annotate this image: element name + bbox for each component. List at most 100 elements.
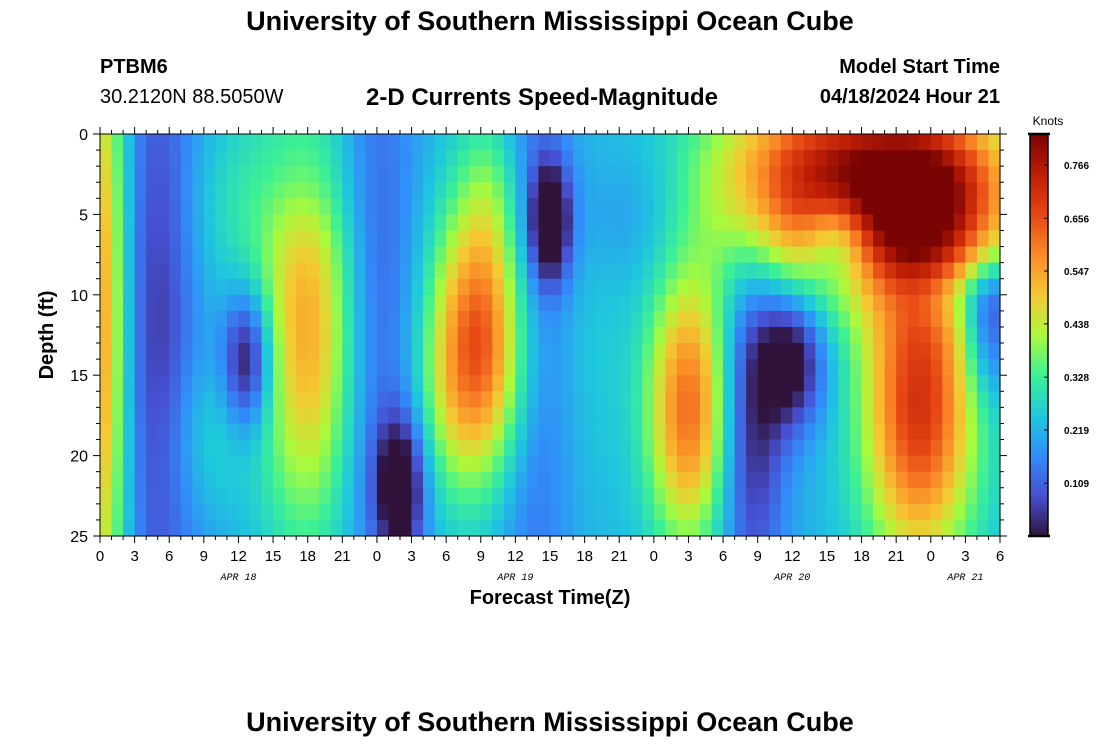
heatmap-cell xyxy=(653,455,666,473)
heatmap-cell xyxy=(953,487,966,505)
heatmap-cell xyxy=(480,423,493,441)
heatmap-cell xyxy=(388,150,401,167)
heatmap-cell xyxy=(711,439,724,457)
heatmap-cell xyxy=(492,294,505,312)
heatmap-cell xyxy=(561,326,574,344)
heatmap-cell xyxy=(180,182,193,199)
heatmap-cell xyxy=(526,182,540,199)
x-tick-label: 18 xyxy=(853,548,870,565)
heatmap-cell xyxy=(596,246,609,264)
heatmap-cell xyxy=(284,198,297,215)
heatmap-cell xyxy=(930,134,943,151)
heatmap-cell xyxy=(861,150,874,167)
heatmap-cell xyxy=(873,359,886,376)
heatmap-cell xyxy=(711,278,724,296)
heatmap-cell xyxy=(342,487,355,505)
colorbar-segment xyxy=(1030,314,1048,320)
colorbar-segment xyxy=(1030,447,1048,453)
heatmap-cell xyxy=(353,134,366,151)
heatmap-cell xyxy=(653,375,666,392)
heatmap-cell xyxy=(480,503,493,521)
colorbar-segment xyxy=(1030,335,1048,340)
heatmap-cell xyxy=(815,310,828,328)
heatmap-cell xyxy=(169,182,182,199)
heatmap-cell xyxy=(850,262,863,280)
heatmap-cell xyxy=(700,439,713,457)
heatmap-cell xyxy=(284,407,297,425)
heatmap-cell xyxy=(180,230,193,248)
heatmap-cell xyxy=(538,471,551,489)
heatmap-cell xyxy=(942,503,955,521)
x-tick-label: 0 xyxy=(927,548,935,565)
heatmap-cell xyxy=(446,166,459,183)
heatmap-cell xyxy=(457,375,470,392)
heatmap-cell xyxy=(803,230,816,248)
heatmap-cell xyxy=(388,182,401,199)
heatmap-cell xyxy=(365,423,378,441)
heatmap-cell xyxy=(976,198,990,215)
heatmap-cell xyxy=(965,343,978,360)
heatmap-cell xyxy=(734,343,747,360)
heatmap-cell xyxy=(261,375,274,392)
heatmap-cell xyxy=(365,230,378,248)
heatmap-cell xyxy=(296,214,309,232)
heatmap-cell xyxy=(584,326,597,344)
heatmap-cell xyxy=(815,487,828,505)
heatmap-cell xyxy=(919,198,932,215)
colorbar-segment xyxy=(1030,407,1048,412)
heatmap-cell xyxy=(573,166,586,183)
heatmap-cell xyxy=(538,407,551,425)
heatmap-cell xyxy=(250,407,263,425)
heatmap-cell xyxy=(653,182,666,199)
heatmap-cell xyxy=(250,439,263,457)
heatmap-cell xyxy=(953,455,966,473)
heatmap-cell xyxy=(342,375,355,392)
heatmap-cell xyxy=(123,310,136,328)
y-tick-label: 10 xyxy=(70,288,88,305)
heatmap-cell xyxy=(123,230,136,248)
heatmap-cell xyxy=(400,487,413,505)
colorbar-segment xyxy=(1030,487,1048,493)
heatmap-cell xyxy=(157,439,170,457)
heatmap-cell xyxy=(238,407,251,425)
heatmap-cell xyxy=(723,359,736,376)
heatmap-cell xyxy=(111,262,124,280)
heatmap-cell xyxy=(561,294,574,312)
heatmap-cell xyxy=(826,423,840,441)
heatmap-cell xyxy=(400,150,413,167)
heatmap-cell xyxy=(965,278,978,296)
heatmap-cell xyxy=(434,375,447,392)
heatmap-cell xyxy=(630,343,643,360)
heatmap-cell xyxy=(100,294,113,312)
heatmap-cell xyxy=(653,214,666,232)
heatmap-cell xyxy=(919,423,932,441)
heatmap-cell xyxy=(457,198,470,215)
heatmap-cell xyxy=(157,134,170,151)
heatmap-cell xyxy=(238,423,251,441)
heatmap-cell xyxy=(907,198,920,215)
heatmap-cell xyxy=(503,487,516,505)
heatmap-cell xyxy=(238,230,251,248)
heatmap-cell xyxy=(492,503,505,521)
heatmap-cell xyxy=(423,230,436,248)
heatmap-cell xyxy=(157,503,170,521)
heatmap-cell xyxy=(596,471,609,489)
colorbar-tick-label: 0.328 xyxy=(1064,373,1089,384)
heatmap-cell xyxy=(596,150,609,167)
heatmap-cell xyxy=(480,471,493,489)
heatmap-cell xyxy=(550,487,563,505)
heatmap-cell xyxy=(388,503,401,521)
heatmap-cell xyxy=(630,230,643,248)
heatmap-cell xyxy=(630,262,643,280)
heatmap-cell xyxy=(665,359,678,376)
heatmap-cell xyxy=(100,407,113,425)
heatmap-cell xyxy=(480,375,493,392)
heatmap-cell xyxy=(319,455,332,473)
heatmap-cell xyxy=(919,391,932,408)
heatmap-cell xyxy=(573,407,586,425)
heatmap-cell xyxy=(676,519,690,537)
heatmap-cell xyxy=(607,214,620,232)
heatmap-cell xyxy=(665,455,678,473)
heatmap-cell xyxy=(296,182,309,199)
heatmap-cell xyxy=(526,310,540,328)
